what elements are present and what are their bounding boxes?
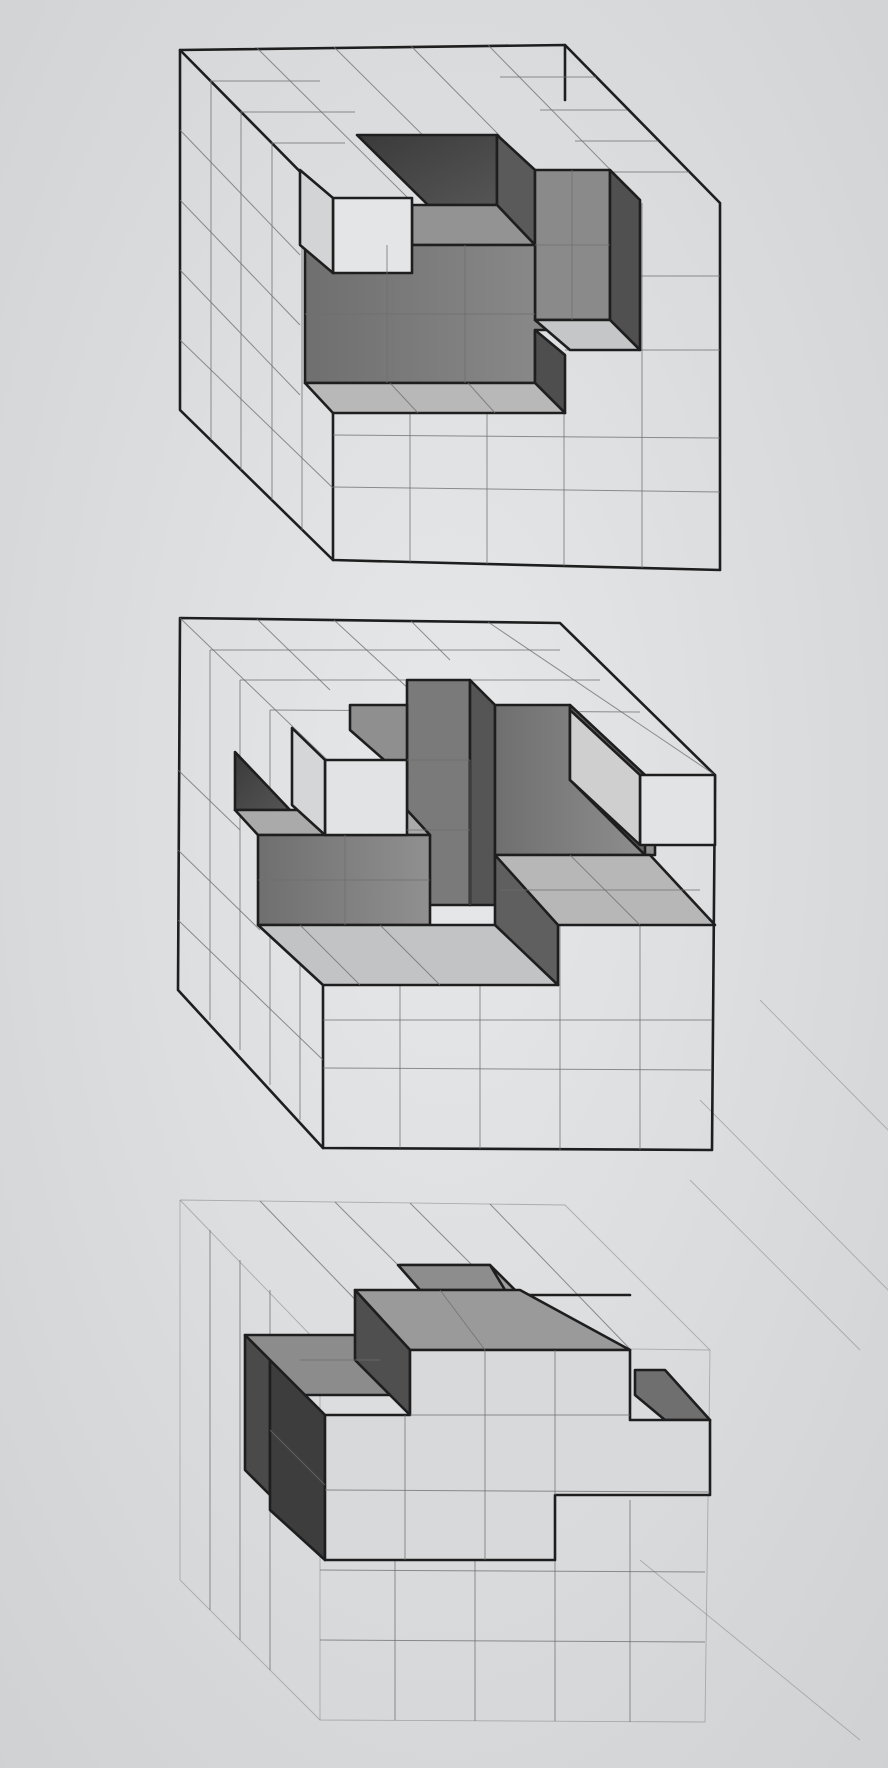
cube-drawing-bottom bbox=[179, 1199, 712, 1723]
cube-outline bbox=[176, 616, 717, 1152]
cube-drawing-top bbox=[178, 43, 722, 572]
face-grid bbox=[177, 617, 716, 1150]
cube-drawing-middle bbox=[176, 616, 717, 1152]
face-grid bbox=[179, 44, 721, 568]
cavity-grid bbox=[258, 759, 700, 986]
block-grid bbox=[269, 1289, 711, 1560]
hollow-cavity bbox=[298, 133, 642, 415]
cavity-grid bbox=[305, 170, 610, 414]
hollow-cavity bbox=[233, 678, 717, 987]
construction-guides bbox=[639, 999, 888, 1741]
